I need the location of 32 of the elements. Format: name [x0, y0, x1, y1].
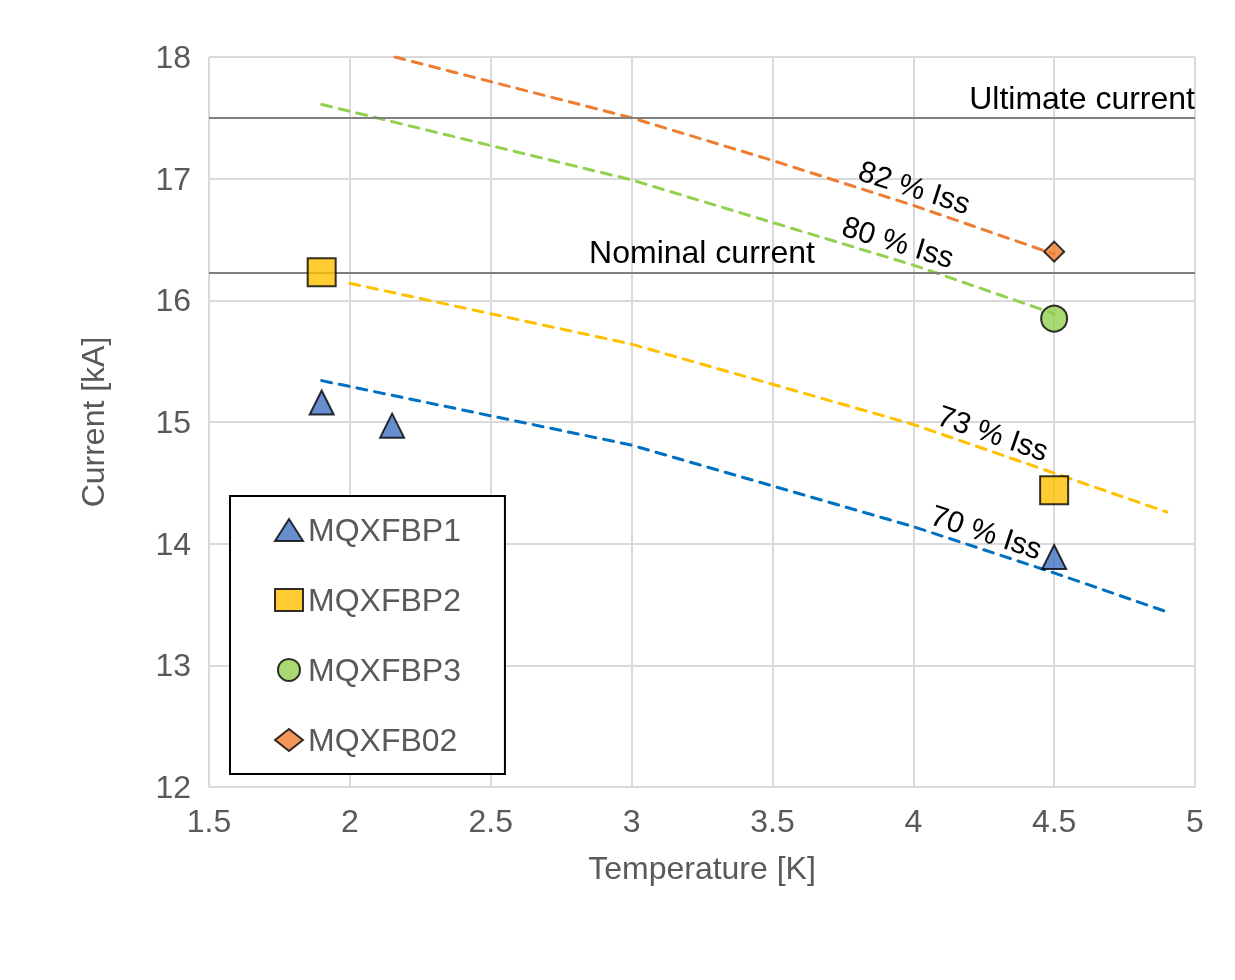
y-tick-label: 15	[155, 404, 191, 440]
point	[1040, 304, 1069, 333]
y-tick-label: 14	[155, 525, 191, 562]
x-tick-label: 4.5	[1031, 803, 1077, 839]
x-tick-label: 2.5	[468, 803, 513, 839]
x-tick-label: 2	[340, 803, 359, 839]
x-tick-label: 1.5	[186, 803, 232, 839]
x-tick-label: 5	[1186, 803, 1204, 839]
ref-line-label: Nominal current	[589, 234, 816, 271]
x-axis-title: Temperature [K]	[588, 850, 816, 886]
point	[1039, 475, 1070, 506]
point	[306, 257, 337, 288]
x-tick-label: 4	[904, 803, 923, 839]
point	[308, 389, 335, 416]
legend-label: MQXFB02	[308, 722, 458, 758]
annotation: 73 % Iss	[933, 398, 1053, 468]
annotation: 70 % Iss	[926, 498, 1047, 566]
legend-label: MQXFBP2	[308, 582, 461, 618]
ref-line-label: Ultimate current	[969, 79, 1196, 116]
y-tick-label: 16	[155, 282, 191, 319]
legend-label: MQXFBP3	[308, 652, 461, 688]
point	[1041, 544, 1068, 571]
y-tick-label: 17	[155, 160, 191, 197]
x-tick-label: 3.5	[750, 803, 795, 839]
x-tick-label: 3	[622, 803, 641, 839]
y-axis-title: Current [kA]	[75, 336, 111, 508]
y-tick-label: 18	[155, 39, 191, 75]
legend-label: MQXFBP1	[308, 512, 461, 548]
point	[379, 412, 406, 439]
y-tick-label: 13	[155, 647, 191, 684]
y-tick-label: 12	[155, 769, 191, 805]
point	[1043, 240, 1066, 263]
